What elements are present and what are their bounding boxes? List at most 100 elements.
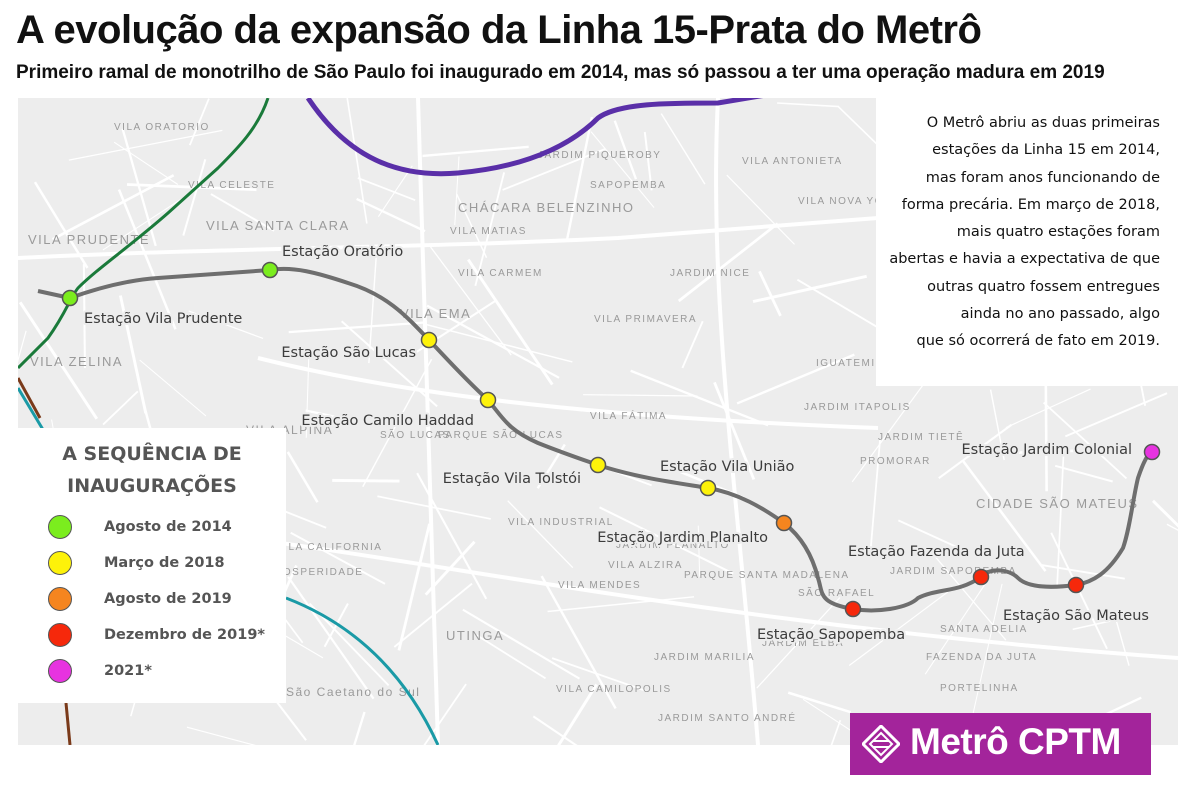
district-label: VILA FÁTIMA — [590, 409, 667, 422]
station-dot[interactable] — [1067, 576, 1085, 594]
street — [456, 193, 488, 258]
info-box: O Metrô abriu as duas primeiras estações… — [876, 98, 1178, 386]
street — [467, 258, 554, 386]
street — [989, 389, 1005, 461]
district-label: PROSPERIDADE — [266, 567, 363, 578]
district-label: JARDIM MARILIA — [654, 652, 755, 663]
street — [681, 320, 704, 369]
street — [290, 531, 386, 585]
street — [182, 159, 207, 236]
station-dot[interactable] — [775, 514, 793, 532]
street — [377, 165, 413, 218]
legend-title: A SEQUÊNCIA DE INAUGURAÇÕES — [18, 438, 286, 502]
station-dot[interactable] — [261, 261, 279, 279]
district-label: SANTA ADELIA — [940, 624, 1028, 635]
street — [68, 129, 223, 161]
street — [968, 583, 1003, 731]
street — [630, 369, 769, 427]
station-dot[interactable] — [699, 479, 717, 497]
street — [430, 246, 512, 356]
street — [139, 359, 207, 417]
district-label: VILA PRUDENTE — [28, 232, 150, 247]
district-label: PROMORAR — [860, 456, 931, 467]
street — [532, 715, 578, 745]
avenue — [416, 98, 440, 745]
station-dot[interactable] — [972, 568, 990, 586]
district-label: VILA INDUSTRIAL — [508, 517, 614, 528]
district-label: VILA MENDES — [558, 580, 641, 591]
district-label: VILA MATIAS — [450, 226, 527, 237]
info-line: outras quatro fossem entregues — [927, 278, 1160, 295]
district-label: JARDIM SANTO ANDRÉ — [658, 711, 797, 724]
legend-dot — [48, 587, 72, 611]
street — [1042, 401, 1128, 480]
street — [357, 177, 416, 202]
district-label: VILA ANTONIETA — [742, 156, 843, 167]
page-title: A evolução da expansão da Linha 15-Prata… — [16, 8, 982, 52]
street — [660, 113, 706, 185]
legend-dot — [48, 659, 72, 683]
district-label: JARDIM PLANALTO — [616, 540, 730, 551]
street — [462, 608, 580, 680]
street — [787, 691, 852, 714]
station-dot[interactable] — [1143, 443, 1161, 461]
station-dot[interactable] — [589, 456, 607, 474]
street — [677, 222, 779, 303]
street — [422, 145, 529, 158]
street — [507, 500, 574, 569]
station-dot[interactable] — [844, 600, 862, 618]
street — [476, 634, 547, 680]
street — [643, 131, 653, 191]
legend-title-line: INAUGURAÇÕES — [67, 475, 237, 497]
station-dot[interactable] — [61, 289, 79, 307]
street — [308, 602, 390, 687]
district-label: JARDIM SAPOPEMBA — [890, 566, 1017, 577]
street — [557, 683, 598, 745]
district-label: VILA ORATORIO — [114, 122, 210, 133]
legend-title-line: A SEQUÊNCIA DE — [62, 443, 242, 465]
district-label: JARDIM PIQUEROBY — [538, 150, 661, 161]
street — [186, 726, 256, 745]
street — [830, 719, 842, 745]
metro-diamond-icon — [862, 725, 900, 763]
district-label: VILA ZELINA — [30, 354, 123, 369]
district-label: VILA CALIFORNIA — [276, 542, 382, 553]
district-label: JARDIM ELBA — [762, 638, 844, 649]
legend-item: 2021* — [48, 657, 152, 685]
info-text: O Metrô abriu as duas primeiras estações… — [870, 110, 1160, 356]
street — [126, 183, 257, 192]
info-line: estações da Linha 15 em 2014, — [932, 142, 1160, 159]
street — [1056, 456, 1065, 589]
street — [1151, 499, 1178, 528]
street — [423, 683, 467, 745]
legend-dot — [48, 515, 72, 539]
street — [938, 423, 1013, 480]
street — [962, 460, 1047, 572]
district-label: PORTELINHA — [940, 683, 1019, 694]
station-label: Estação São Lucas — [281, 345, 416, 361]
purple-line — [305, 98, 764, 177]
station-dot[interactable] — [479, 391, 497, 409]
station-label: Estação Camilo Haddad — [301, 413, 474, 429]
district-label: VILA PRIMAVERA — [594, 314, 697, 325]
street — [547, 596, 695, 613]
street — [1041, 564, 1125, 580]
station-dot[interactable] — [420, 331, 438, 349]
station-label: Estação Vila Tolstói — [443, 471, 581, 487]
street — [1044, 366, 1048, 492]
legend-item: Agosto de 2014 — [48, 513, 232, 541]
street — [726, 174, 795, 245]
info-line: que só ocorrerá de fato em 2019. — [916, 333, 1160, 350]
avenue — [714, 98, 760, 745]
district-label: PARQUE SÃO LUCAS — [438, 428, 564, 441]
station-label: Estação Sapopemba — [757, 627, 905, 643]
street — [356, 197, 426, 233]
district-label: VILA CARMEM — [458, 268, 543, 279]
street — [924, 581, 988, 675]
street — [713, 381, 756, 480]
teal-line — [285, 596, 440, 745]
street — [426, 304, 560, 379]
district-label: IGUATEMI — [816, 358, 876, 369]
district-label: SÃO RAFAEL — [798, 586, 875, 599]
street — [377, 495, 491, 520]
